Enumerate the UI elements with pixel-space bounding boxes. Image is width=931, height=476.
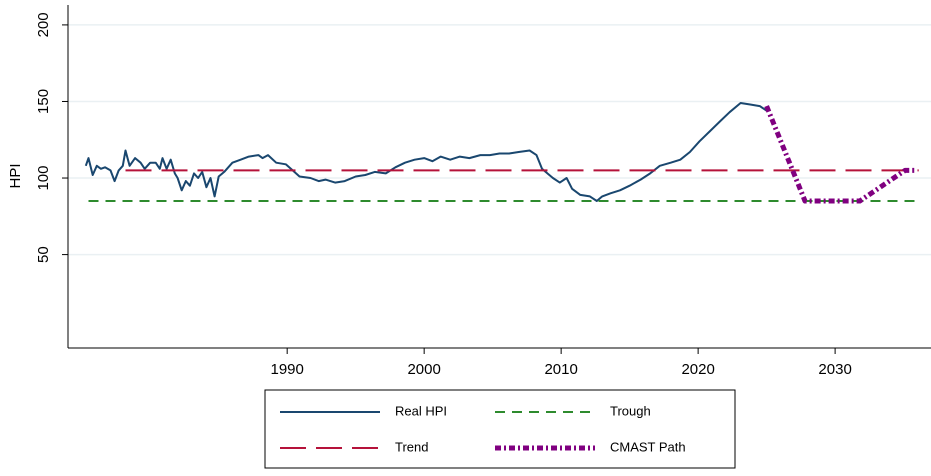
x-tick-label: 2020 [681, 361, 714, 378]
legend-label: Trough [610, 403, 651, 418]
y-tick-label: 100 [35, 166, 52, 191]
y-tick-label: 200 [35, 12, 52, 37]
x-tick-label: 2010 [544, 361, 577, 378]
series-line [764, 105, 915, 204]
legend-label: Real HPI [395, 403, 447, 418]
y-axis-label: HPI [7, 163, 24, 188]
x-tick-label: 2030 [818, 361, 851, 378]
legend-label: CMAST Path [610, 439, 686, 454]
y-tick-label: 50 [35, 246, 52, 263]
x-tick-label: 1990 [270, 361, 303, 378]
x-tick-label: 2000 [407, 361, 440, 378]
legend-label: Trend [395, 439, 428, 454]
legend-box [264, 389, 736, 469]
y-tick-label: 150 [35, 89, 52, 114]
series-line [84, 102, 768, 202]
legend: Real HPI Trough Trend CMAST Path [280, 403, 686, 454]
